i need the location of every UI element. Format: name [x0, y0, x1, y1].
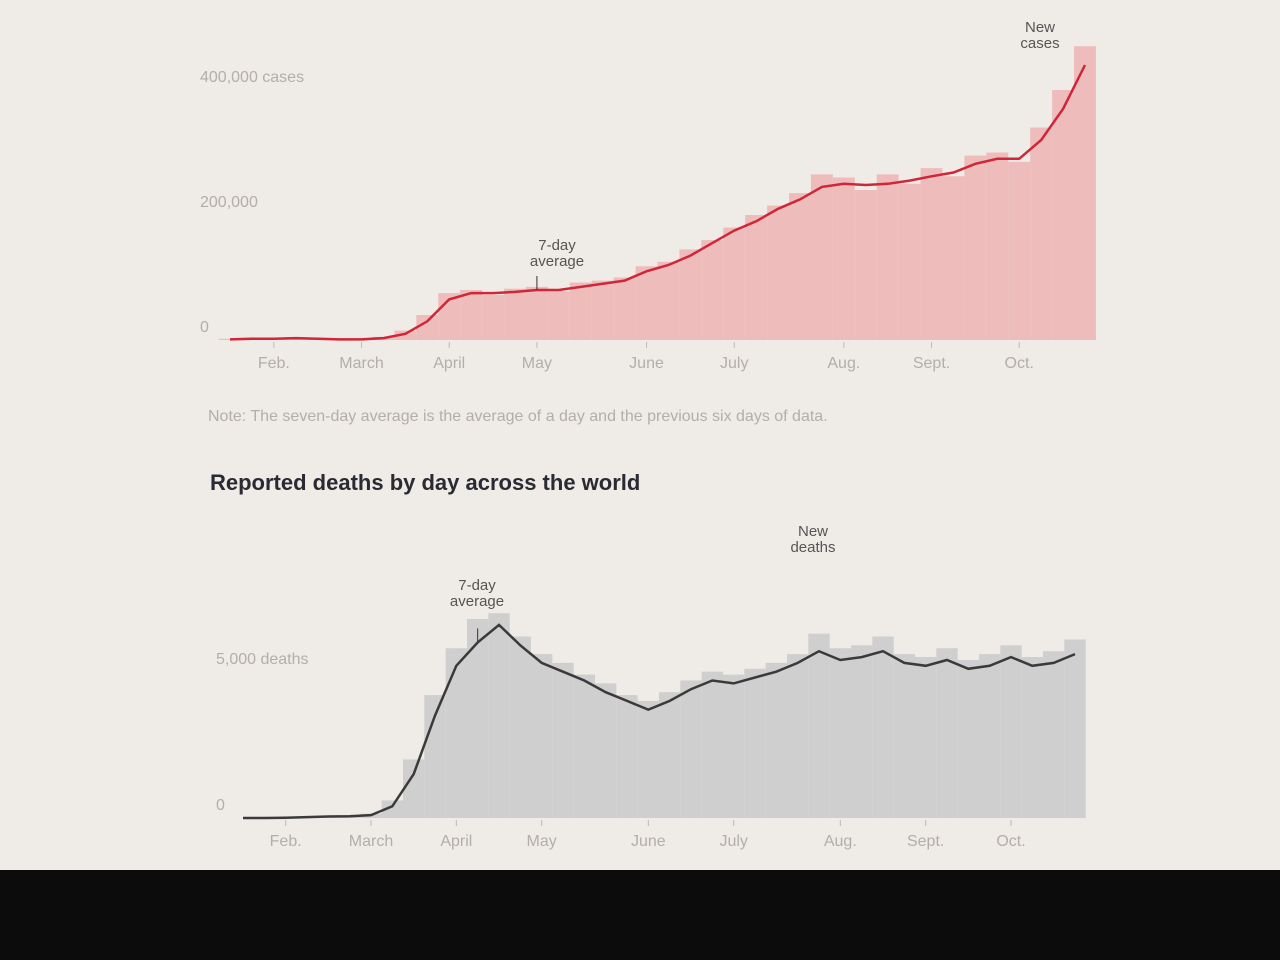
bar [765, 662, 787, 818]
bar [723, 674, 745, 818]
bar [723, 227, 746, 340]
x-tick-label: Feb. [258, 355, 290, 372]
bar [745, 215, 768, 340]
x-tick-label: June [631, 833, 666, 850]
y-tick-label: 5,000 deaths [216, 651, 309, 668]
bar [679, 249, 702, 340]
y-tick-label: 200,000 [200, 194, 258, 211]
bar [915, 657, 937, 818]
bar [872, 636, 894, 818]
bar [876, 174, 899, 340]
bar [1030, 127, 1053, 340]
monitor-bezel [0, 870, 1280, 960]
x-tick-label: Oct. [996, 833, 1025, 850]
bar [808, 633, 830, 818]
bar [986, 152, 1009, 340]
bar [767, 205, 790, 340]
chart-title: Reported deaths by day across the world [210, 470, 641, 495]
x-tick-label: March [349, 833, 393, 850]
y-tick-label: 400,000 cases [200, 69, 304, 86]
x-tick-label: May [527, 833, 557, 850]
bar [942, 176, 965, 340]
x-tick-label: July [719, 833, 747, 850]
bar [1008, 161, 1031, 340]
bar [898, 183, 921, 340]
bar [744, 668, 766, 818]
bar [1074, 46, 1096, 340]
bar [810, 174, 833, 340]
note: Note: The seven-day average is the avera… [208, 408, 828, 425]
line-label: 7-day average [449, 577, 505, 610]
bar [482, 295, 505, 340]
bar [1043, 651, 1065, 818]
x-tick-label: Aug. [827, 355, 860, 372]
bar [488, 613, 510, 818]
average-line [229, 64, 1087, 341]
bar [637, 700, 659, 818]
line-label: 7-day average [529, 237, 585, 270]
bar [403, 759, 425, 818]
bar [1052, 90, 1075, 340]
bar [569, 282, 592, 340]
y-tick-label: 0 [216, 797, 225, 814]
charts: 0 200,000 400,000 cases Feb. March April May Ju… [200, 46, 1096, 850]
bar [832, 177, 855, 340]
x-tick-label: May [522, 355, 552, 372]
bar [531, 654, 553, 818]
x-tick-label: April [433, 355, 465, 372]
bar [547, 291, 570, 340]
bar [657, 261, 680, 340]
bar [467, 619, 489, 818]
bar [1021, 657, 1043, 818]
bar [854, 190, 877, 340]
bar [964, 155, 987, 340]
x-tick-label: June [629, 355, 664, 372]
bar [701, 671, 723, 818]
bar [525, 286, 548, 340]
bar [957, 659, 979, 818]
x-tick-label: July [720, 355, 748, 372]
bar [851, 645, 873, 818]
x-tick-label: Sept. [913, 355, 950, 372]
bar-label: New deaths [790, 523, 836, 556]
bar [787, 654, 809, 818]
bar [424, 695, 446, 818]
bar [591, 280, 614, 340]
bar [893, 654, 915, 818]
bar [1000, 645, 1022, 818]
bar [829, 648, 851, 818]
bar [635, 266, 658, 340]
bar [381, 800, 403, 818]
bar [616, 695, 638, 818]
bar [659, 692, 681, 818]
bar [595, 683, 617, 818]
average-line [243, 623, 1076, 820]
x-tick-label: March [339, 355, 383, 372]
bar [789, 193, 811, 340]
bar [573, 674, 595, 818]
x-tick-label: Sept. [907, 833, 944, 850]
x-tick-label: Feb. [270, 833, 302, 850]
x-tick-label: April [440, 833, 472, 850]
x-tick-label: Aug. [824, 833, 857, 850]
bar-label: New cases [1020, 19, 1060, 52]
bar [552, 662, 574, 818]
bar [936, 648, 958, 818]
x-tick-label: Oct. [1005, 355, 1034, 372]
bar [680, 680, 702, 818]
bar [394, 330, 417, 340]
bar [460, 290, 483, 340]
y-tick-label: 0 [200, 319, 209, 336]
bar [701, 240, 724, 340]
bar [920, 168, 943, 340]
bar [504, 288, 526, 340]
bar [509, 636, 531, 818]
bar [416, 315, 439, 340]
bar [1064, 639, 1086, 818]
bar [613, 277, 636, 340]
bar [979, 654, 1001, 818]
bar [445, 648, 467, 818]
